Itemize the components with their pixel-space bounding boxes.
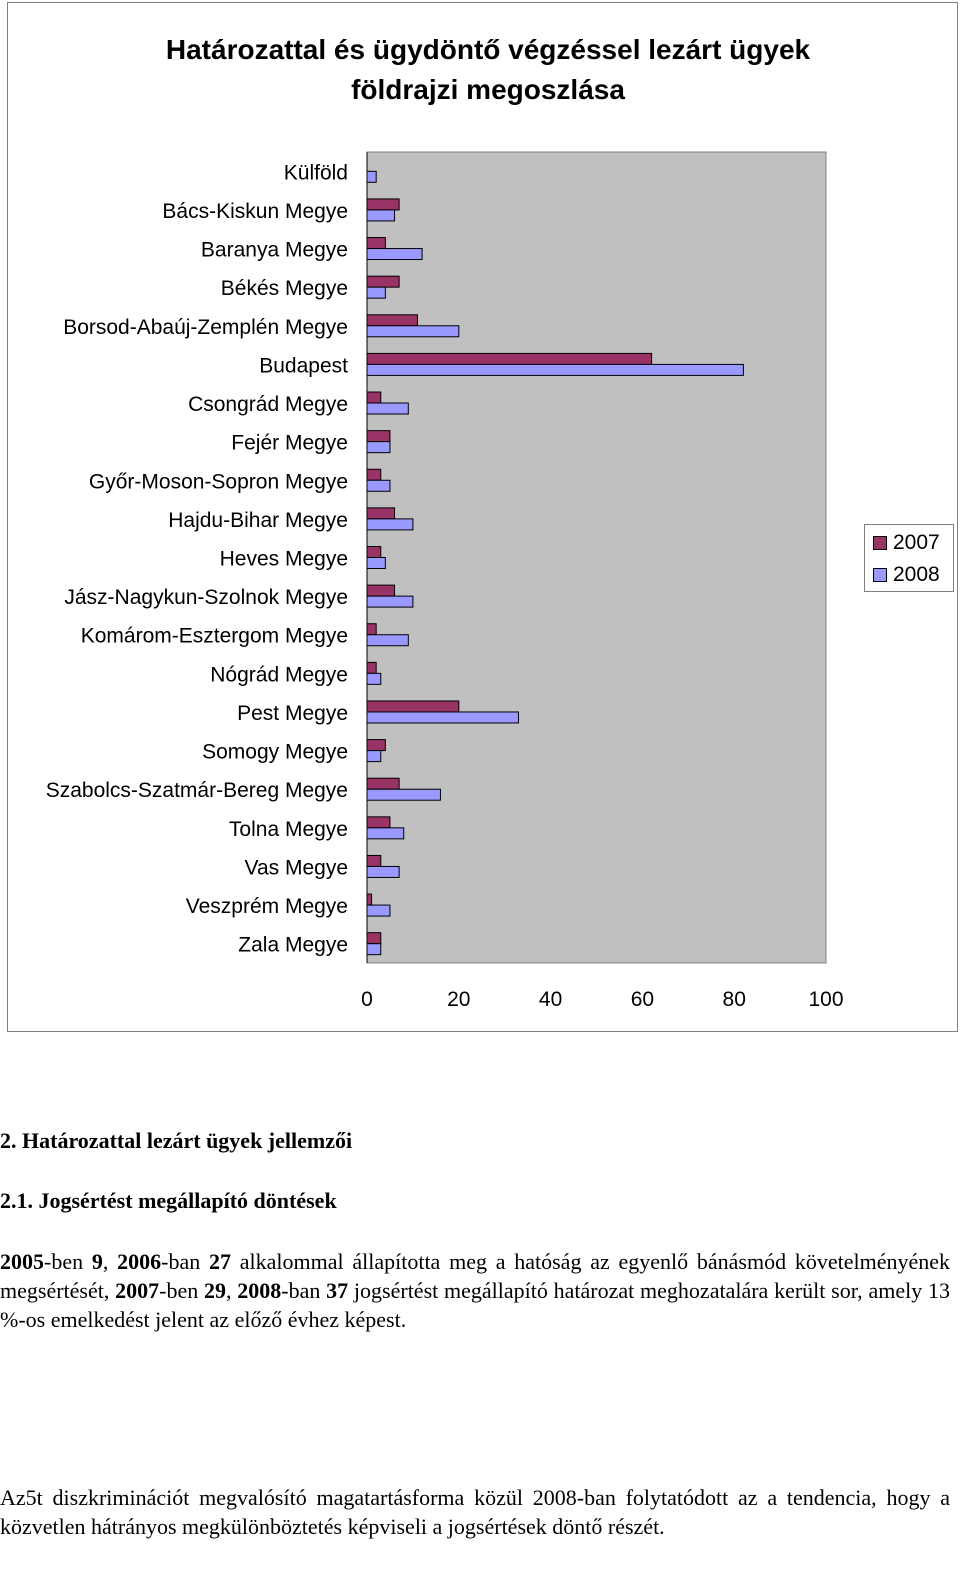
category-label: Zala Megye bbox=[238, 934, 348, 957]
bar-chart: Külföld Bács-Kiskun Megye Baranya Megye Bék… bbox=[46, 151, 844, 1011]
section-heading-2-1: 2.1. Jogsértést megállapító döntések bbox=[0, 1188, 337, 1213]
bar-2007 bbox=[366, 700, 460, 713]
bar-2008 bbox=[366, 402, 409, 415]
category-label: Komárom-Esztergom Megye bbox=[81, 625, 348, 648]
year-2008: 2008 bbox=[237, 1278, 282, 1303]
category-label: Csongrád Megye bbox=[188, 393, 348, 416]
bar-2007 bbox=[366, 816, 391, 829]
category-label: Szabolcs-Szatmár-Bereg Megye bbox=[46, 779, 348, 802]
category-label: Bács-Kiskun Megye bbox=[162, 200, 348, 223]
bar-2007 bbox=[366, 237, 386, 250]
bar-2007 bbox=[366, 391, 382, 404]
text-fragment: -ban bbox=[281, 1278, 327, 1303]
text-fragment: alkalommal állapította meg a hatóság az … bbox=[0, 1249, 951, 1303]
text-fragment: -ban bbox=[161, 1249, 209, 1274]
plot-area bbox=[366, 151, 827, 964]
bar-2007 bbox=[366, 468, 382, 481]
category-label: Békés Megye bbox=[221, 277, 348, 300]
count-2007: 29 bbox=[204, 1278, 226, 1303]
category-label: Veszprém Megye bbox=[186, 895, 348, 918]
x-tick-label: 20 bbox=[447, 988, 470, 1011]
count-2008: 37 bbox=[326, 1278, 349, 1303]
chart-title-line-1: Határozattal és ügydöntő végzéssel lezár… bbox=[165, 34, 811, 65]
bar-2007 bbox=[366, 854, 382, 867]
bar-2007 bbox=[366, 777, 400, 790]
legend-label-2008: 2008 bbox=[893, 563, 940, 586]
bar-2008 bbox=[366, 943, 382, 956]
year-2006: 2006 bbox=[117, 1249, 162, 1274]
category-label: Külföld bbox=[284, 161, 348, 184]
text-fragment: -ben bbox=[159, 1278, 204, 1303]
category-label: Nógrád Megye bbox=[210, 663, 348, 686]
chart-legend: 2007 2008 bbox=[864, 524, 954, 592]
paragraph-tendencia: Az5t diszkriminációt megvalósító magatar… bbox=[0, 1485, 950, 1539]
chart-title-line-2: földrajzi megoszlása bbox=[351, 74, 625, 105]
category-label: Pest Megye bbox=[237, 702, 348, 725]
category-label: Hajdu-Bihar Megye bbox=[168, 509, 348, 532]
bar-2008 bbox=[366, 595, 414, 608]
bar-2007 bbox=[366, 507, 396, 520]
category-label: Somogy Megye bbox=[202, 741, 348, 764]
x-tick-label: 80 bbox=[723, 988, 746, 1011]
bar-2008 bbox=[366, 750, 382, 763]
bar-2007 bbox=[366, 275, 400, 288]
bar-2008 bbox=[366, 286, 386, 299]
text-fragment: jogsértést megállapító határozat meghoza… bbox=[0, 1278, 950, 1332]
category-label: Baranya Megye bbox=[201, 239, 348, 262]
bar-2008 bbox=[366, 441, 391, 454]
bar-2007 bbox=[366, 893, 373, 906]
section-heading-2: 2. Határozattal lezárt ügyek jellemzői bbox=[0, 1128, 353, 1153]
paragraph-jogsertesek: 2005-ben 9, 2006-ban 27 alkalommal állap… bbox=[0, 1247, 950, 1334]
bar-2008 bbox=[366, 363, 744, 376]
category-label: Borsod-Abaúj-Zemplén Megye bbox=[63, 316, 348, 339]
bar-2008 bbox=[366, 248, 423, 261]
category-label: Heves Megye bbox=[220, 548, 348, 571]
bar-2007 bbox=[366, 661, 377, 674]
text-fragment: , bbox=[226, 1278, 238, 1303]
count-2005: 9 bbox=[91, 1249, 103, 1274]
category-label: Győr-Moson-Sopron Megye bbox=[89, 470, 348, 493]
bar-2008 bbox=[366, 788, 441, 801]
category-label: Vas Megye bbox=[245, 856, 349, 879]
count-2006: 27 bbox=[208, 1249, 231, 1274]
text-fragment: , bbox=[102, 1249, 118, 1274]
bar-2008 bbox=[366, 170, 377, 183]
bar-2008 bbox=[366, 557, 386, 569]
x-tick-label: 0 bbox=[361, 988, 373, 1011]
x-tick-label: 40 bbox=[539, 988, 562, 1011]
legend-entry-2008: 2008 bbox=[873, 563, 940, 587]
bar-2008 bbox=[366, 209, 396, 222]
bar-2007 bbox=[366, 932, 382, 945]
bar-2008 bbox=[366, 634, 409, 647]
bar-2007 bbox=[366, 623, 377, 636]
x-tick-label: 100 bbox=[808, 988, 843, 1011]
category-label: Budapest bbox=[259, 354, 348, 377]
legend-label-2007: 2007 bbox=[893, 531, 940, 554]
bar-2008 bbox=[366, 518, 414, 531]
legend-entry-2007: 2007 bbox=[873, 531, 940, 555]
legend-swatch-2008 bbox=[873, 568, 887, 582]
bar-2007 bbox=[366, 352, 653, 365]
bar-2008 bbox=[366, 711, 519, 724]
bar-2008 bbox=[366, 479, 391, 492]
category-label: Jász-Nagykun-Szolnok Megye bbox=[64, 586, 348, 609]
text-fragment: -ben bbox=[44, 1249, 92, 1274]
bar-2007 bbox=[366, 546, 382, 558]
year-2007: 2007 bbox=[115, 1278, 160, 1303]
bar-2007 bbox=[366, 430, 391, 443]
bar-2007 bbox=[366, 739, 386, 752]
x-tick-label: 60 bbox=[631, 988, 654, 1011]
bar-2008 bbox=[366, 325, 460, 338]
category-label: Tolna Megye bbox=[229, 818, 348, 841]
bar-2007 bbox=[366, 314, 418, 327]
bar-2008 bbox=[366, 672, 382, 685]
bar-2007 bbox=[366, 198, 400, 211]
legend-swatch-2007 bbox=[873, 536, 887, 550]
bar-2007 bbox=[366, 584, 396, 597]
bar-2008 bbox=[366, 904, 391, 917]
category-label: Fejér Megye bbox=[231, 432, 348, 455]
bar-2008 bbox=[366, 865, 400, 878]
bar-2008 bbox=[366, 827, 405, 840]
year-2005: 2005 bbox=[0, 1249, 44, 1274]
